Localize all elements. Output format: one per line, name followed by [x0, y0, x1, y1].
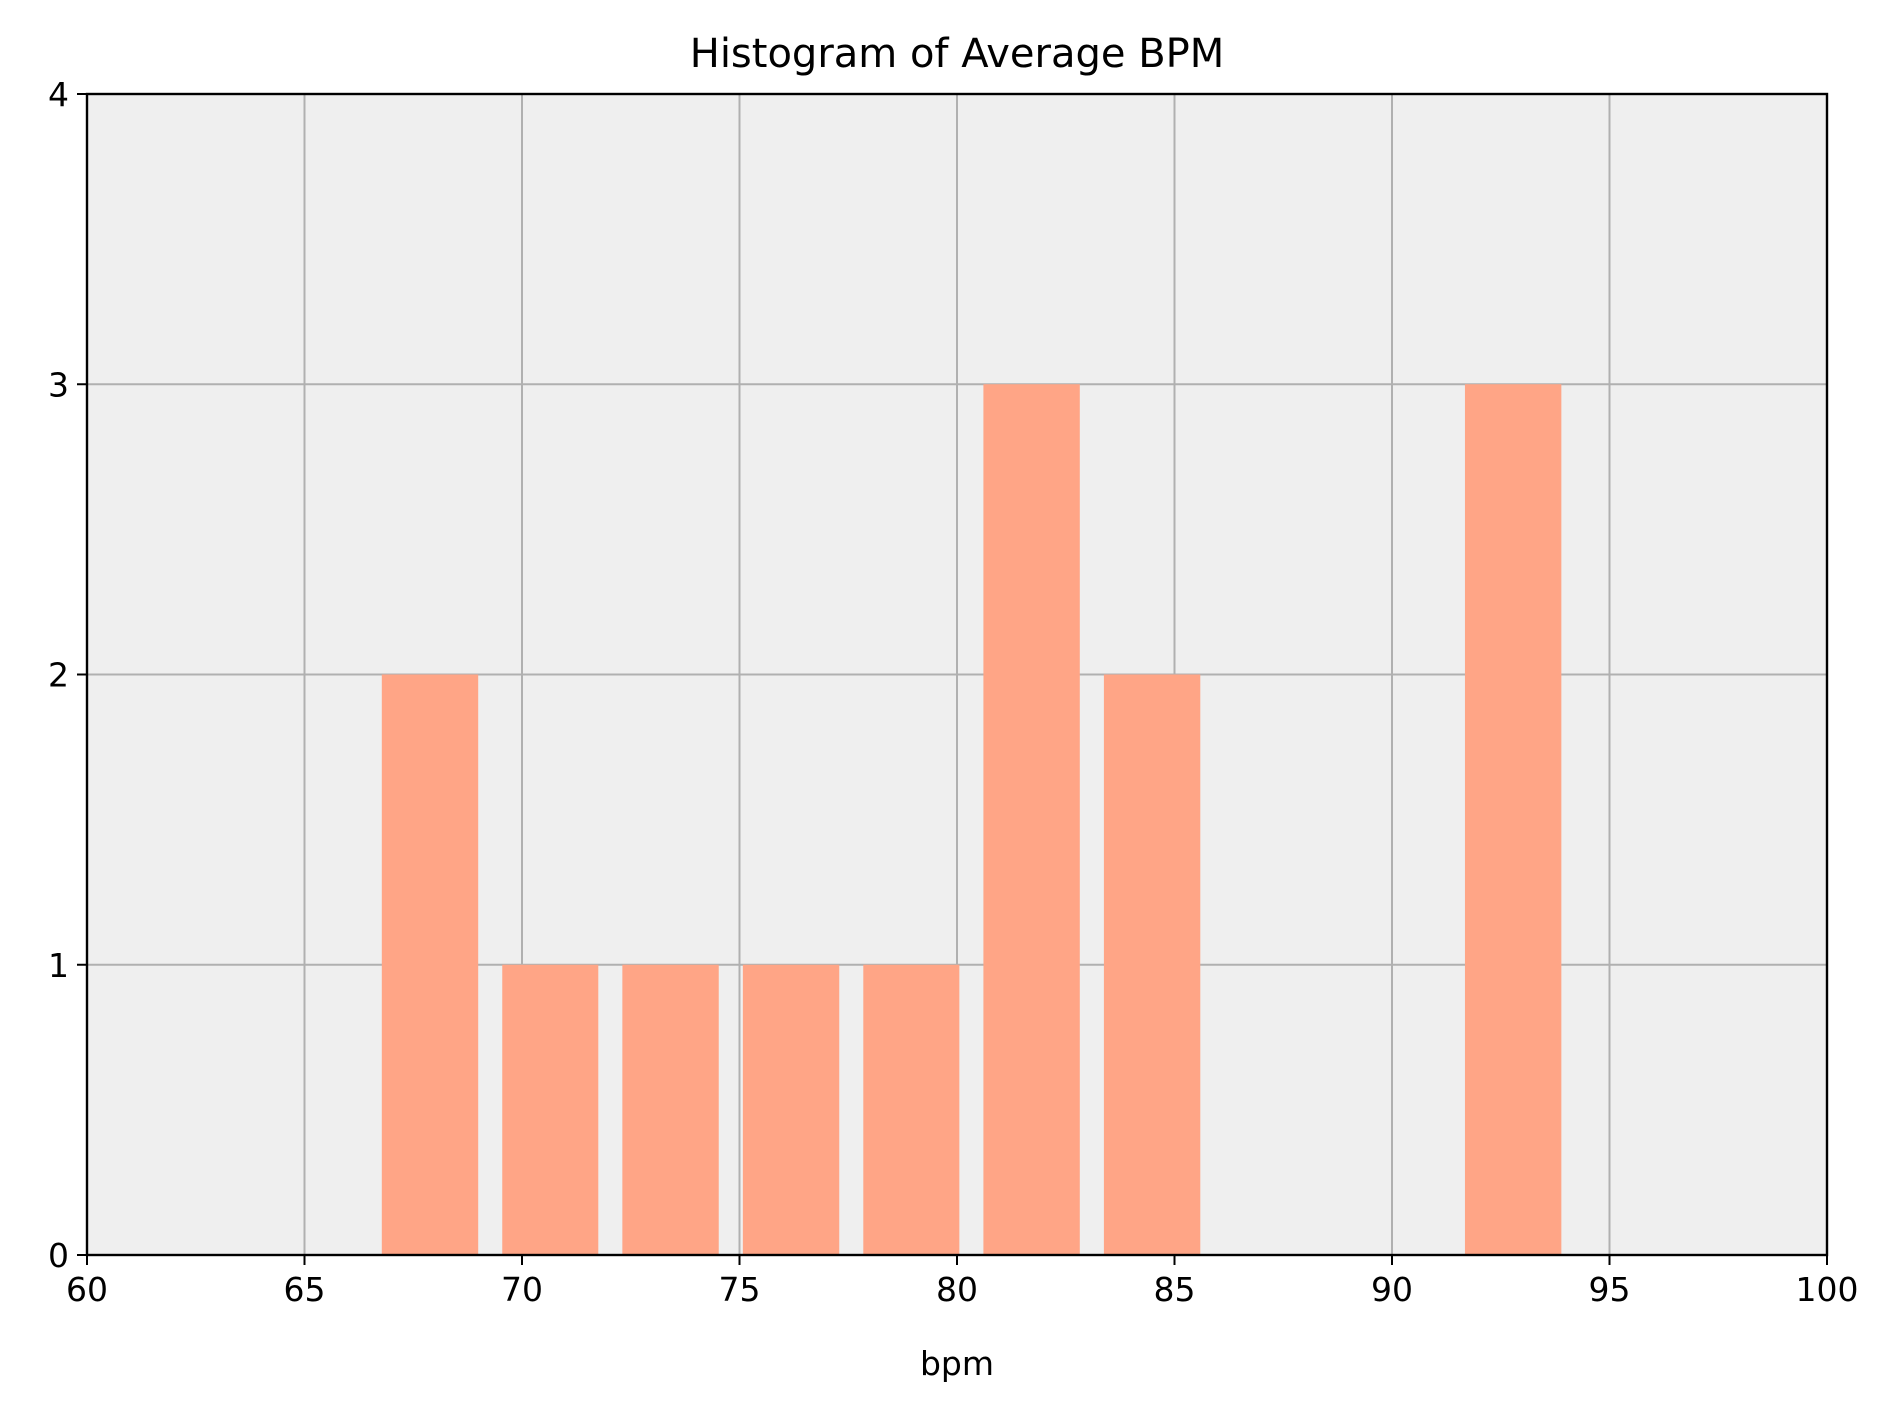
tick-labels: 60 65 70 75 80 85 90 95 100 0 1 2 3 4 [48, 75, 1859, 1309]
histogram-bar [863, 964, 960, 1255]
histogram-bar [622, 964, 719, 1255]
x-tick-label: 85 [1154, 1270, 1196, 1309]
chart-title: Histogram of Average BPM [690, 31, 1225, 77]
x-tick-label: 75 [719, 1270, 761, 1309]
histogram-bar [502, 964, 599, 1255]
histogram-bar [1464, 384, 1562, 1255]
tick-marks [77, 93, 1828, 1265]
histogram-bar [1103, 674, 1201, 1255]
y-tick-label: 1 [48, 946, 69, 985]
x-tick-label: 70 [501, 1270, 543, 1309]
histogram-bar [742, 964, 840, 1255]
y-tick-label: 0 [48, 1236, 69, 1275]
y-tick-label: 4 [48, 75, 69, 114]
y-tick-label: 3 [48, 365, 69, 404]
x-tick-label: 90 [1371, 1270, 1413, 1309]
histogram-bar [381, 674, 479, 1255]
y-tick-label: 2 [48, 656, 69, 695]
x-tick-label: 60 [66, 1270, 108, 1309]
x-tick-label: 95 [1589, 1270, 1631, 1309]
x-axis-label: bpm [920, 1344, 994, 1383]
x-tick-label: 65 [284, 1270, 326, 1309]
bars [381, 384, 1562, 1255]
x-tick-label: 80 [936, 1270, 978, 1309]
x-tick-label: 100 [1796, 1270, 1859, 1309]
histogram-bar [983, 384, 1080, 1255]
